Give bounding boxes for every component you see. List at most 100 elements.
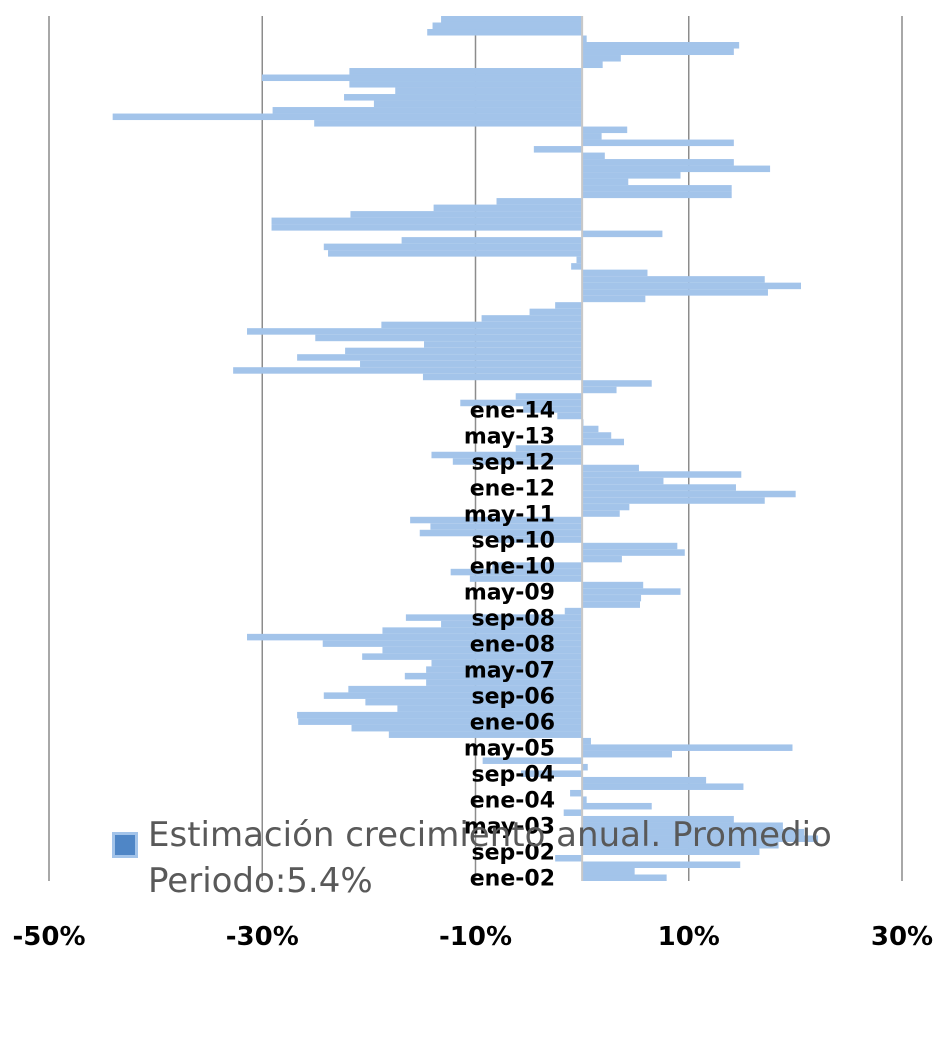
bar xyxy=(581,776,707,784)
bar xyxy=(345,347,583,355)
bars xyxy=(112,15,819,882)
bar xyxy=(581,178,629,186)
bar xyxy=(422,373,583,381)
y-tick-label: may-07 xyxy=(464,659,555,684)
y-tick-label: may-11 xyxy=(464,503,555,528)
y-tick-label: may-03 xyxy=(464,815,555,840)
bar xyxy=(571,263,583,270)
bar xyxy=(581,594,642,602)
bar xyxy=(581,555,622,563)
y-tick-label: may-13 xyxy=(464,424,555,449)
bar xyxy=(401,237,583,244)
bar xyxy=(432,22,583,30)
bar xyxy=(581,744,793,751)
y-tick-label: may-05 xyxy=(464,737,555,762)
bar xyxy=(581,588,681,595)
bar xyxy=(581,549,685,556)
bar xyxy=(349,68,583,75)
bar xyxy=(581,295,646,303)
bar xyxy=(373,100,583,108)
bar xyxy=(350,211,583,218)
bar xyxy=(395,87,583,95)
bar xyxy=(533,146,583,153)
y-tick-label: sep-02 xyxy=(471,841,555,866)
x-tick-label: -10% xyxy=(439,922,512,952)
bar xyxy=(481,315,583,322)
bar xyxy=(581,289,768,296)
bar xyxy=(581,191,732,199)
bar xyxy=(581,48,734,56)
y-tick-label: ene-10 xyxy=(470,555,555,580)
y-tick-label: ene-04 xyxy=(470,789,555,814)
bar xyxy=(581,477,664,485)
bar xyxy=(557,412,583,420)
x-tick-labels: -50% -30% -10% 10% 30% xyxy=(12,922,933,952)
bar xyxy=(323,243,583,251)
bar xyxy=(581,802,652,810)
y-tick-label: sep-10 xyxy=(471,529,555,554)
bar xyxy=(581,737,591,745)
bar xyxy=(581,484,736,491)
bar xyxy=(581,126,628,134)
bar xyxy=(271,224,583,231)
bar xyxy=(581,432,612,439)
y-tick-label: ene-08 xyxy=(470,633,555,658)
bar xyxy=(581,490,796,498)
bar xyxy=(581,510,620,517)
bar xyxy=(581,750,672,758)
bar xyxy=(297,354,583,361)
bar xyxy=(581,380,652,387)
bar xyxy=(433,204,583,212)
y-tick-label: sep-06 xyxy=(471,685,555,710)
y-tick-label: sep-08 xyxy=(471,607,555,632)
bar xyxy=(581,503,630,511)
bar xyxy=(581,464,639,472)
bar xyxy=(581,438,625,446)
bar xyxy=(581,159,734,166)
bar xyxy=(581,282,802,290)
bar xyxy=(581,276,765,283)
bar xyxy=(581,185,732,192)
bar xyxy=(564,607,583,615)
bar xyxy=(272,107,583,114)
x-tick-label: -30% xyxy=(226,922,299,952)
bar xyxy=(581,497,765,504)
y-tick-label: ene-06 xyxy=(470,711,555,736)
bar xyxy=(233,367,583,374)
bar xyxy=(441,15,583,23)
bar xyxy=(381,321,583,329)
bar xyxy=(261,74,583,82)
y-tick-labels: ene-02sep-02may-03ene-04sep-04may-05ene-… xyxy=(464,398,555,891)
bar xyxy=(529,308,583,316)
y-tick-label: ene-02 xyxy=(470,867,555,892)
x-tick-label: 30% xyxy=(871,922,933,952)
bar xyxy=(581,42,740,49)
x-tick-label: 10% xyxy=(658,922,720,952)
bar xyxy=(344,94,583,101)
bar xyxy=(427,29,583,36)
bar xyxy=(555,302,583,309)
bar xyxy=(247,328,583,335)
bar xyxy=(315,334,583,342)
legend-label: Estimación crecimiento anual. Promedio P… xyxy=(148,815,832,901)
bar xyxy=(360,360,583,368)
bar xyxy=(496,198,583,205)
bar xyxy=(581,425,599,433)
bar xyxy=(581,61,603,69)
x-tick-label: -50% xyxy=(12,922,85,952)
y-tick-label: sep-12 xyxy=(471,451,555,476)
bar xyxy=(570,789,583,797)
bar xyxy=(581,542,678,550)
bar xyxy=(581,152,605,160)
bar xyxy=(581,172,681,179)
bar xyxy=(328,250,583,257)
y-tick-label: ene-12 xyxy=(470,477,555,502)
bar xyxy=(581,269,648,277)
bar xyxy=(581,386,617,394)
bar xyxy=(349,81,583,88)
y-tick-label: may-09 xyxy=(464,581,555,606)
y-tick-label: ene-14 xyxy=(470,398,555,423)
bar xyxy=(581,165,771,173)
bar xyxy=(581,55,621,62)
